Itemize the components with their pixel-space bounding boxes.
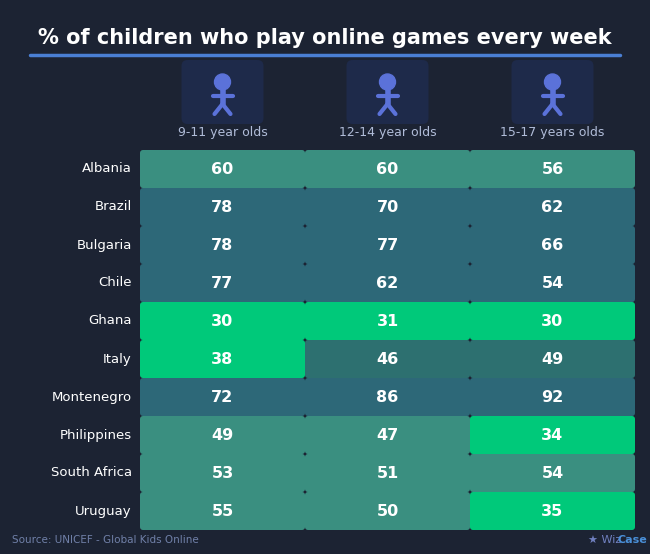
Text: 38: 38 bbox=[211, 351, 233, 367]
Text: 72: 72 bbox=[211, 389, 233, 404]
Text: 70: 70 bbox=[376, 199, 398, 214]
Circle shape bbox=[380, 74, 395, 90]
FancyBboxPatch shape bbox=[305, 340, 470, 378]
Text: 77: 77 bbox=[211, 275, 233, 290]
FancyBboxPatch shape bbox=[140, 226, 305, 264]
Text: 9-11 year olds: 9-11 year olds bbox=[177, 126, 267, 139]
Text: 46: 46 bbox=[376, 351, 398, 367]
Text: 66: 66 bbox=[541, 238, 564, 253]
Text: 31: 31 bbox=[376, 314, 398, 329]
FancyBboxPatch shape bbox=[140, 188, 305, 226]
Text: Bulgaria: Bulgaria bbox=[77, 239, 132, 252]
FancyBboxPatch shape bbox=[305, 226, 470, 264]
FancyBboxPatch shape bbox=[140, 302, 305, 340]
Text: 60: 60 bbox=[376, 162, 398, 177]
Text: Case: Case bbox=[617, 535, 647, 545]
FancyBboxPatch shape bbox=[305, 188, 470, 226]
Text: 62: 62 bbox=[541, 199, 564, 214]
Text: 55: 55 bbox=[211, 504, 233, 519]
FancyBboxPatch shape bbox=[140, 378, 305, 416]
Text: Montenegro: Montenegro bbox=[52, 391, 132, 403]
FancyBboxPatch shape bbox=[470, 150, 635, 188]
Text: 30: 30 bbox=[541, 314, 564, 329]
FancyBboxPatch shape bbox=[140, 416, 305, 454]
FancyBboxPatch shape bbox=[305, 378, 470, 416]
Text: ★: ★ bbox=[222, 91, 223, 93]
FancyBboxPatch shape bbox=[470, 226, 635, 264]
FancyBboxPatch shape bbox=[470, 454, 635, 492]
Text: Source: UNICEF - Global Kids Online: Source: UNICEF - Global Kids Online bbox=[12, 535, 199, 545]
Text: 49: 49 bbox=[211, 428, 233, 443]
Text: 12-14 year olds: 12-14 year olds bbox=[339, 126, 436, 139]
Text: 54: 54 bbox=[541, 465, 564, 480]
Text: 77: 77 bbox=[376, 238, 398, 253]
FancyBboxPatch shape bbox=[305, 302, 470, 340]
FancyBboxPatch shape bbox=[140, 264, 305, 302]
FancyBboxPatch shape bbox=[305, 416, 470, 454]
FancyBboxPatch shape bbox=[346, 60, 428, 124]
Text: 62: 62 bbox=[376, 275, 398, 290]
Text: Ghana: Ghana bbox=[88, 315, 132, 327]
FancyBboxPatch shape bbox=[140, 454, 305, 492]
FancyBboxPatch shape bbox=[140, 150, 305, 188]
Text: 35: 35 bbox=[541, 504, 564, 519]
Text: Philippines: Philippines bbox=[60, 428, 132, 442]
Text: Albania: Albania bbox=[82, 162, 132, 176]
FancyBboxPatch shape bbox=[305, 454, 470, 492]
FancyBboxPatch shape bbox=[140, 340, 305, 378]
FancyBboxPatch shape bbox=[470, 492, 635, 530]
Text: Italy: Italy bbox=[103, 352, 132, 366]
Text: 78: 78 bbox=[211, 199, 233, 214]
FancyBboxPatch shape bbox=[470, 264, 635, 302]
Text: South Africa: South Africa bbox=[51, 466, 132, 480]
Text: 49: 49 bbox=[541, 351, 564, 367]
FancyBboxPatch shape bbox=[470, 302, 635, 340]
Text: Uruguay: Uruguay bbox=[75, 505, 132, 517]
FancyBboxPatch shape bbox=[470, 378, 635, 416]
FancyBboxPatch shape bbox=[140, 492, 305, 530]
Text: 56: 56 bbox=[541, 162, 564, 177]
Text: 60: 60 bbox=[211, 162, 233, 177]
FancyBboxPatch shape bbox=[305, 264, 470, 302]
Circle shape bbox=[545, 74, 560, 90]
FancyBboxPatch shape bbox=[512, 60, 593, 124]
FancyBboxPatch shape bbox=[470, 340, 635, 378]
Text: % of children who play online games every week: % of children who play online games ever… bbox=[38, 28, 612, 48]
Text: 15-17 years olds: 15-17 years olds bbox=[500, 126, 604, 139]
FancyBboxPatch shape bbox=[181, 60, 263, 124]
Text: 92: 92 bbox=[541, 389, 564, 404]
Text: 86: 86 bbox=[376, 389, 398, 404]
Text: Chile: Chile bbox=[99, 276, 132, 290]
Text: ★: ★ bbox=[552, 91, 553, 93]
FancyBboxPatch shape bbox=[305, 150, 470, 188]
Text: 53: 53 bbox=[211, 465, 233, 480]
FancyBboxPatch shape bbox=[470, 416, 635, 454]
Text: 54: 54 bbox=[541, 275, 564, 290]
Text: 50: 50 bbox=[376, 504, 398, 519]
Text: 30: 30 bbox=[211, 314, 233, 329]
Text: ★: ★ bbox=[387, 91, 388, 93]
Circle shape bbox=[214, 74, 231, 90]
FancyBboxPatch shape bbox=[305, 492, 470, 530]
Text: 34: 34 bbox=[541, 428, 564, 443]
Text: 47: 47 bbox=[376, 428, 398, 443]
Text: ★ Wiz: ★ Wiz bbox=[588, 535, 621, 545]
Text: 78: 78 bbox=[211, 238, 233, 253]
Text: 51: 51 bbox=[376, 465, 398, 480]
Text: Brazil: Brazil bbox=[95, 201, 132, 213]
FancyBboxPatch shape bbox=[470, 188, 635, 226]
